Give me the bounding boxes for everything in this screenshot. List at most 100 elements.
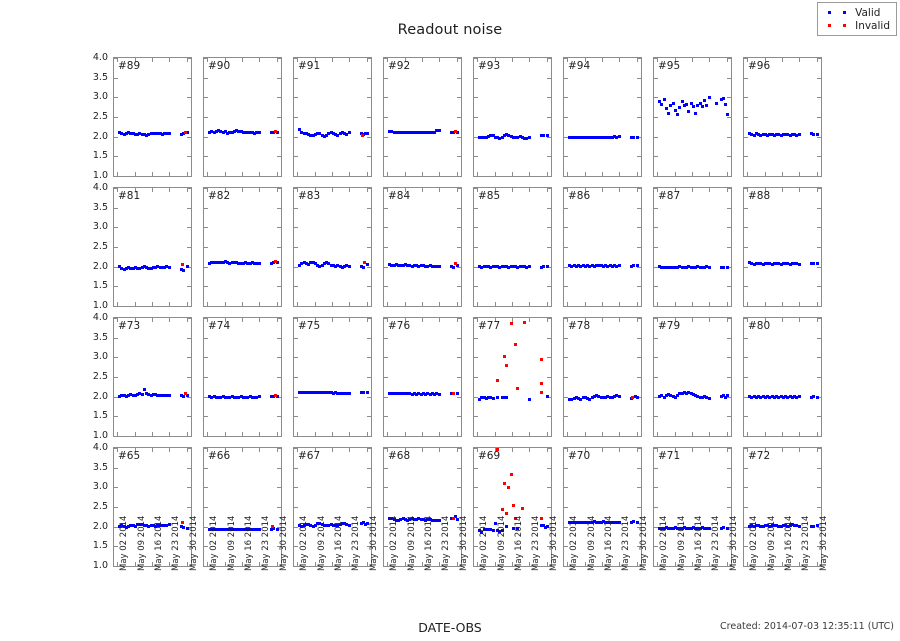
data-point-valid — [483, 136, 486, 139]
data-point-valid — [480, 531, 483, 534]
subplot-panel-ccd93[interactable]: #93 — [473, 57, 552, 177]
x-tick-label: May 09 2014 — [677, 515, 687, 571]
data-point-valid — [755, 396, 758, 399]
data-point-valid — [810, 132, 813, 135]
plot-area — [474, 58, 551, 176]
y-tick-mark — [294, 97, 298, 98]
data-point-valid — [669, 104, 672, 107]
data-point-invalid — [516, 387, 519, 390]
x-tick-mark — [547, 448, 548, 452]
x-tick-mark — [422, 172, 423, 176]
x-tick-mark — [367, 302, 368, 306]
x-tick-mark — [439, 448, 440, 452]
data-point-valid — [345, 133, 348, 136]
subplot-panel-ccd77[interactable]: #77 — [473, 317, 552, 437]
data-point-valid — [339, 132, 342, 135]
y-tick-mark — [294, 448, 298, 449]
subplot-panel-ccd92[interactable]: #92 — [383, 57, 462, 177]
y-tick-mark — [727, 137, 731, 138]
data-point-valid — [525, 137, 528, 140]
subplot-panel-ccd70[interactable]: #70 — [563, 447, 642, 567]
subplot-panel-ccd69[interactable]: #69 — [473, 447, 552, 567]
data-point-valid — [784, 262, 787, 265]
x-tick-mark — [619, 302, 620, 306]
subplot-panel-ccd95[interactable]: #95 — [653, 57, 732, 177]
x-tick-mark — [675, 318, 676, 322]
plot-area — [294, 188, 371, 306]
data-point-valid — [118, 131, 121, 134]
data-point-valid — [674, 266, 677, 269]
y-tick-mark — [474, 338, 478, 339]
x-tick-mark — [567, 432, 568, 436]
y-tick-mark — [114, 188, 118, 189]
subplot-panel-ccd80[interactable]: #80 — [743, 317, 822, 437]
y-tick-mark — [294, 436, 298, 437]
subplot-panel-ccd86[interactable]: #86 — [563, 187, 642, 307]
data-point-valid — [816, 524, 819, 527]
subplot-panel-ccd74[interactable]: #74 — [203, 317, 282, 437]
subplot-panel-ccd87[interactable]: #87 — [653, 187, 732, 307]
data-point-valid — [487, 135, 490, 138]
x-tick-mark — [782, 188, 783, 192]
subplot-panel-ccd72[interactable]: #72 — [743, 447, 822, 567]
subplot-panel-ccd66[interactable]: #66 — [203, 447, 282, 567]
data-point-valid — [341, 522, 344, 525]
y-tick-mark — [294, 78, 298, 79]
data-point-valid — [577, 521, 580, 524]
subplot-panel-ccd90[interactable]: #90 — [203, 57, 282, 177]
data-point-valid — [600, 396, 603, 399]
x-tick-mark — [152, 172, 153, 176]
data-point-valid — [575, 521, 578, 524]
y-tick-mark — [744, 286, 748, 287]
subplot-panel-ccd76[interactable]: #76 — [383, 317, 462, 437]
data-point-valid — [325, 261, 328, 264]
x-tick-mark — [692, 448, 693, 452]
subplot-panel-ccd91[interactable]: #91 — [293, 57, 372, 177]
panel-label: #81 — [118, 190, 141, 202]
data-point-valid — [708, 96, 711, 99]
subplot-panel-ccd88[interactable]: #88 — [743, 187, 822, 307]
subplot-panel-ccd65[interactable]: #65 — [113, 447, 192, 567]
x-tick-mark — [259, 562, 260, 566]
y-tick-label: 2.0 — [92, 391, 108, 402]
y-tick-mark — [384, 286, 388, 287]
subplot-panel-ccd94[interactable]: #94 — [563, 57, 642, 177]
data-point-valid — [420, 131, 423, 134]
subplot-panel-ccd81[interactable]: #81 — [113, 187, 192, 307]
data-point-valid — [408, 264, 411, 267]
y-tick-mark — [637, 377, 641, 378]
x-tick-mark — [585, 188, 586, 192]
data-point-valid — [663, 266, 666, 269]
data-point-valid — [224, 260, 227, 263]
subplot-panel-ccd83[interactable]: #83 — [293, 187, 372, 307]
y-tick-mark — [187, 507, 191, 508]
x-tick-mark — [439, 188, 440, 192]
subplot-panel-ccd75[interactable]: #75 — [293, 317, 372, 437]
y-tick-mark — [367, 377, 371, 378]
data-point-valid — [123, 525, 126, 528]
data-point-invalid — [540, 382, 543, 385]
data-point-valid — [417, 517, 420, 520]
y-tick-label: 2.5 — [92, 241, 108, 252]
subplot-panel-ccd68[interactable]: #68 — [383, 447, 462, 567]
data-point-valid — [152, 266, 155, 269]
y-tick-mark — [187, 267, 191, 268]
subplot-panel-ccd67[interactable]: #67 — [293, 447, 372, 567]
data-point-valid — [703, 395, 706, 398]
subplot-panel-ccd82[interactable]: #82 — [203, 187, 282, 307]
data-point-valid — [226, 396, 229, 399]
subplot-panel-ccd73[interactable]: #73 — [113, 317, 192, 437]
subplot-panel-ccd79[interactable]: #79 — [653, 317, 732, 437]
subplot-panel-ccd71[interactable]: #71 — [653, 447, 732, 567]
subplot-panel-ccd78[interactable]: #78 — [563, 317, 642, 437]
subplot-panel-ccd89[interactable]: #89 — [113, 57, 192, 177]
subplot-panel-ccd85[interactable]: #85 — [473, 187, 552, 307]
y-tick-mark — [277, 117, 281, 118]
y-tick-mark — [277, 156, 281, 157]
subplot-panel-ccd84[interactable]: #84 — [383, 187, 462, 307]
y-tick-mark — [114, 357, 118, 358]
y-tick-mark — [564, 397, 568, 398]
subplot-panel-ccd96[interactable]: #96 — [743, 57, 822, 177]
x-tick-mark — [259, 318, 260, 322]
x-tick-mark — [727, 172, 728, 176]
